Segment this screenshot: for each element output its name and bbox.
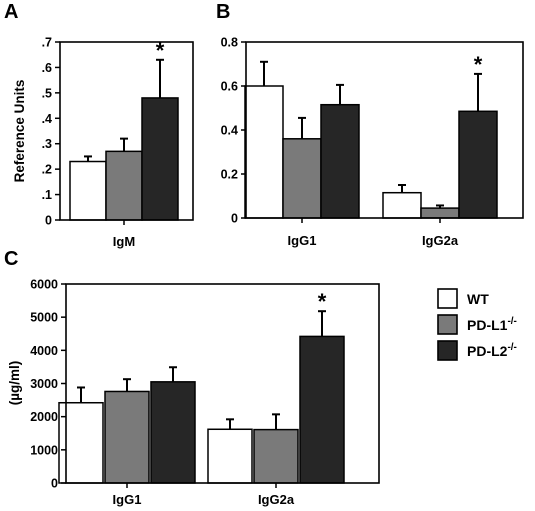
y-tick-label: 0.6 bbox=[221, 80, 238, 94]
y-tick-label: 5000 bbox=[30, 311, 58, 325]
y-tick-label: 0.2 bbox=[221, 168, 238, 182]
y-tick-label: .3 bbox=[42, 137, 52, 151]
y-axis-title: Reference Units bbox=[12, 80, 27, 183]
bar bbox=[253, 428, 299, 484]
legend-swatch bbox=[437, 314, 458, 335]
y-tick-label: 2000 bbox=[30, 410, 58, 424]
panel-label: C bbox=[4, 248, 18, 270]
y-tick-label: .4 bbox=[42, 112, 52, 126]
category-label: IgG2a bbox=[422, 233, 459, 248]
bar bbox=[105, 150, 143, 221]
legend-label: PD-L2-/- bbox=[467, 342, 517, 359]
y-tick-label: .1 bbox=[42, 188, 52, 202]
legend-swatch bbox=[437, 340, 458, 361]
legend: WT PD-L1-/- PD-L2-/- bbox=[437, 288, 517, 361]
bar bbox=[104, 390, 150, 484]
significance-star: * bbox=[318, 289, 327, 314]
panel-label: B bbox=[216, 1, 230, 23]
bar bbox=[207, 428, 253, 484]
y-tick-label: 0 bbox=[231, 212, 238, 226]
chart-panel-b: B IgG1 * IgG2a 0 0.2 0.4 0.6 0.8 bbox=[216, 1, 524, 248]
y-tick-label: 0.4 bbox=[221, 124, 238, 138]
y-tick-label: .7 bbox=[42, 36, 52, 50]
y-tick-label: .2 bbox=[42, 163, 52, 177]
plot-frame bbox=[59, 41, 194, 221]
significance-star: * bbox=[156, 38, 165, 63]
category-label: IgG1 bbox=[113, 492, 142, 507]
panel-label: A bbox=[4, 1, 18, 23]
y-tick-label: 0 bbox=[45, 214, 52, 228]
chart-panel-c: C IgG1 * IgG2a 0 1000 2000 3000 4000 5000 6000 (µg/… bbox=[4, 248, 380, 507]
bar bbox=[299, 335, 345, 484]
y-tick-label: .5 bbox=[42, 86, 52, 100]
bar bbox=[69, 160, 107, 221]
bar bbox=[420, 207, 460, 219]
bar bbox=[141, 97, 179, 221]
legend-label: PD-L1-/- bbox=[467, 316, 517, 333]
y-tick-label: 4000 bbox=[30, 344, 58, 358]
y-tick-label: 0 bbox=[51, 477, 58, 491]
bar bbox=[244, 85, 284, 219]
y-tick-label: 0.8 bbox=[221, 36, 238, 50]
category-label: IgG1 bbox=[288, 233, 317, 248]
bar bbox=[458, 110, 498, 219]
significance-star: * bbox=[474, 52, 483, 77]
bar bbox=[320, 103, 360, 219]
y-tick-label: 3000 bbox=[30, 377, 58, 391]
y-tick-label: .6 bbox=[42, 61, 52, 75]
legend-label: WT bbox=[467, 291, 489, 307]
bar bbox=[150, 381, 196, 484]
legend-swatch bbox=[437, 288, 458, 309]
y-tick-label: 1000 bbox=[30, 443, 58, 457]
chart-panel-a: A * IgM 0 .1 .2 .3 .4 .5 .6 .7 Reference Units bbox=[4, 1, 194, 249]
y-axis-title: (µg/ml) bbox=[7, 361, 22, 406]
category-label: IgM bbox=[113, 234, 135, 249]
category-label: IgG2a bbox=[258, 492, 295, 507]
bar bbox=[382, 191, 422, 219]
bar bbox=[282, 138, 322, 219]
y-tick-label: 6000 bbox=[30, 278, 58, 292]
